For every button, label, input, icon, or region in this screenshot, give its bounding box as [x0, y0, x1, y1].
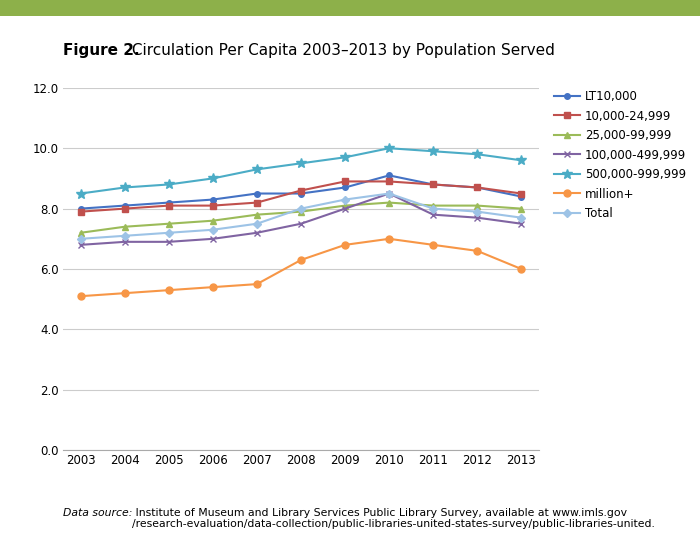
100,000-499,999	[429, 211, 438, 218]
LT10,000	[297, 190, 305, 197]
25,000-99,999	[253, 211, 261, 218]
Line: 500,000-999,999: 500,000-999,999	[76, 143, 526, 198]
10,000-24,999	[209, 203, 217, 209]
Total	[164, 229, 173, 236]
10,000-24,999	[385, 178, 393, 184]
Total	[429, 205, 438, 212]
Total	[517, 214, 526, 221]
LT10,000	[120, 203, 129, 209]
LT10,000	[76, 205, 85, 212]
LT10,000	[341, 184, 349, 191]
500,000-999,999	[297, 160, 305, 167]
million+	[164, 287, 173, 293]
Text: Data source:: Data source:	[63, 508, 132, 518]
25,000-99,999	[164, 220, 173, 227]
500,000-999,999	[120, 184, 129, 191]
500,000-999,999	[517, 157, 526, 164]
million+	[120, 290, 129, 296]
500,000-999,999	[164, 181, 173, 188]
LT10,000	[253, 190, 261, 197]
million+	[473, 248, 482, 254]
10,000-24,999	[429, 181, 438, 188]
25,000-99,999	[120, 223, 129, 230]
million+	[209, 284, 217, 290]
10,000-24,999	[297, 187, 305, 194]
LT10,000	[164, 199, 173, 206]
100,000-499,999	[164, 238, 173, 245]
Total	[297, 205, 305, 212]
LT10,000	[473, 184, 482, 191]
25,000-99,999	[297, 208, 305, 215]
Total	[341, 197, 349, 203]
Legend: LT10,000, 10,000-24,999, 25,000-99,999, 100,000-499,999, 500,000-999,999, millio: LT10,000, 10,000-24,999, 25,000-99,999, …	[554, 90, 687, 220]
million+	[297, 257, 305, 264]
million+	[385, 236, 393, 242]
100,000-499,999	[473, 214, 482, 221]
LT10,000	[429, 181, 438, 188]
Text: Figure 2.: Figure 2.	[63, 43, 139, 58]
100,000-499,999	[341, 205, 349, 212]
LT10,000	[209, 197, 217, 203]
LT10,000	[517, 193, 526, 200]
25,000-99,999	[385, 199, 393, 206]
25,000-99,999	[341, 203, 349, 209]
100,000-499,999	[385, 190, 393, 197]
Total	[385, 190, 393, 197]
10,000-24,999	[341, 178, 349, 184]
100,000-499,999	[76, 242, 85, 248]
500,000-999,999	[209, 175, 217, 182]
100,000-499,999	[120, 238, 129, 245]
500,000-999,999	[341, 154, 349, 160]
25,000-99,999	[76, 229, 85, 236]
500,000-999,999	[473, 151, 482, 158]
million+	[253, 281, 261, 288]
25,000-99,999	[517, 205, 526, 212]
Text: Institute of Museum and Library Services Public Library Survey, available at www: Institute of Museum and Library Services…	[132, 508, 655, 529]
Total	[76, 236, 85, 242]
25,000-99,999	[209, 217, 217, 224]
million+	[341, 242, 349, 248]
10,000-24,999	[473, 184, 482, 191]
10,000-24,999	[253, 199, 261, 206]
Line: million+: million+	[77, 236, 525, 300]
Line: 10,000-24,999: 10,000-24,999	[77, 178, 525, 215]
100,000-499,999	[297, 220, 305, 227]
500,000-999,999	[253, 166, 261, 172]
10,000-24,999	[164, 203, 173, 209]
LT10,000	[385, 172, 393, 179]
10,000-24,999	[517, 190, 526, 197]
Line: LT10,000: LT10,000	[78, 172, 524, 211]
million+	[429, 242, 438, 248]
million+	[517, 266, 526, 272]
Text: Circulation Per Capita 2003–2013 by Population Served: Circulation Per Capita 2003–2013 by Popu…	[127, 43, 555, 58]
Total	[473, 208, 482, 215]
25,000-99,999	[429, 203, 438, 209]
Line: 100,000-499,999: 100,000-499,999	[77, 190, 525, 248]
Total	[120, 233, 129, 239]
100,000-499,999	[253, 229, 261, 236]
Line: 25,000-99,999: 25,000-99,999	[77, 199, 525, 236]
10,000-24,999	[120, 205, 129, 212]
500,000-999,999	[76, 190, 85, 197]
10,000-24,999	[76, 208, 85, 215]
Total	[253, 220, 261, 227]
100,000-499,999	[209, 236, 217, 242]
100,000-499,999	[517, 220, 526, 227]
Line: Total: Total	[78, 191, 524, 242]
500,000-999,999	[385, 145, 393, 152]
500,000-999,999	[429, 148, 438, 155]
25,000-99,999	[473, 203, 482, 209]
Total	[209, 226, 217, 233]
million+	[76, 293, 85, 300]
